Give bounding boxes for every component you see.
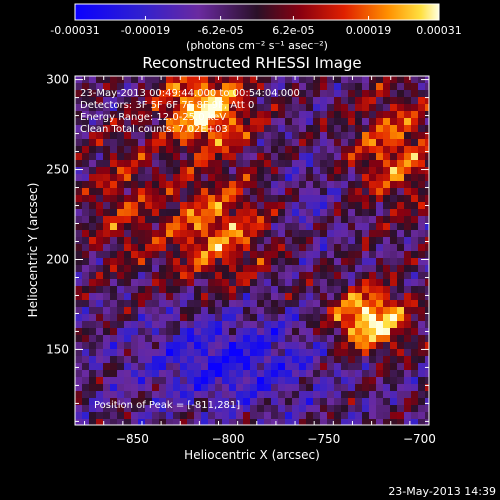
y-axis: 150 200 250 300 [46,73,429,422]
x-tick-label: −700 [403,432,436,446]
annotation-block: 23-May-2013 00:49:44.000 to 00:54:04.000… [80,88,300,135]
annotation-counts: Clean Total counts: 7.02E+03 [80,124,228,135]
colorbar-unit-label: (photons cm⁻² s⁻¹ asec⁻²) [186,39,328,52]
y-tick-label: 300 [46,73,69,87]
y-tick-label: 250 [46,163,69,177]
colorbar-tick-label: 0.00019 [346,24,392,37]
x-tick-label: −850 [116,432,149,446]
x-axis-label: Heliocentric X (arcsec) [184,448,320,462]
x-axis: −850 −800 −750 −700 [84,76,436,446]
plot-frame [74,75,430,426]
annotation-time: 23-May-2013 00:49:44.000 to 00:54:04.000 [80,88,300,99]
colorbar-tick-label: 6.2e-05 [272,24,314,37]
annotation-detectors: Detectors: 3F 5F 6F 7F 8F 9F, Att 0 [80,100,254,111]
chart-title: Reconstructed RHESSI Image [142,54,361,72]
y-axis-label: Heliocentric Y (arcsec) [26,183,40,318]
colorbar [74,3,440,21]
x-tick-label: −800 [212,432,245,446]
colorbar-tick-label: -0.00031 [50,24,99,37]
colorbar-ticks: -0.00031 -0.00019 -6.2e-05 6.2e-05 0.00019 0.… [50,16,462,37]
annotation-energy: Energy Range: 12.0-25.0 keV [80,112,226,123]
x-tick-label: −750 [307,432,340,446]
y-tick-label: 150 [46,342,69,356]
footer-datetime: 23-May-2013 14:39 [388,485,496,498]
colorbar-tick-label: 0.00031 [416,24,462,37]
y-tick-label: 200 [46,252,69,266]
peak-position-label: Position of Peak = [-811,281] [94,400,240,411]
colorbar-tick-label: -0.00019 [121,24,170,37]
colorbar-tick-label: -6.2e-05 [197,24,243,37]
